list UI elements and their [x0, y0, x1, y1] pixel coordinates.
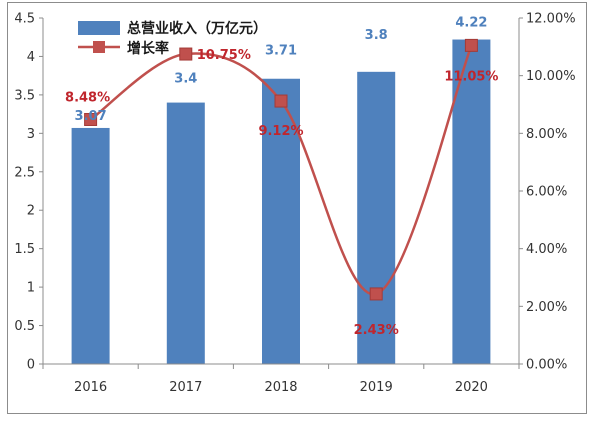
growth-rate-line: [89, 44, 473, 296]
left-tick-label: 1.5: [14, 242, 35, 257]
bar-value-label: 3.8: [365, 28, 388, 43]
bar-value-label: 3.71: [265, 44, 297, 59]
legend-swatch-revenue: [78, 21, 120, 35]
bar-value-label: 3.4: [174, 72, 197, 87]
bar-2019: [357, 71, 396, 365]
left-tick-label: 2.5: [14, 165, 35, 180]
right-tick-label: 12.00%: [526, 12, 576, 27]
growth-marker-2020: [464, 38, 478, 52]
x-tick-label: 2018: [264, 380, 297, 395]
legend-label-growth: 增长率: [127, 40, 169, 57]
growth-marker-2018: [274, 94, 288, 108]
bar-value-label: 3.07: [75, 109, 107, 124]
left-tick-label: 0: [27, 358, 35, 373]
x-tick-label: 2016: [74, 380, 107, 395]
right-tick-label: 10.00%: [526, 69, 576, 84]
growth-marker-2019: [369, 287, 383, 301]
left-tick-label: 3.5: [14, 88, 35, 103]
bar-2018: [262, 78, 300, 365]
legend-marker-growth: [93, 41, 105, 53]
right-tick-label: 4.00%: [526, 242, 567, 257]
right-tick-label: 8.00%: [526, 127, 567, 142]
bar-2016: [71, 127, 110, 364]
growth-value-label: 9.12%: [258, 124, 303, 139]
legend: 总营业收入（万亿元） 增长率: [78, 20, 267, 57]
growth-marker-2016: [84, 112, 98, 126]
left-tick-label: 1: [27, 281, 35, 296]
growth-value-label: 11.05%: [444, 69, 498, 84]
legend-label-revenue: 总营业收入（万亿元）: [127, 20, 267, 37]
x-tick-label: 2017: [169, 380, 202, 395]
left-tick-label: 4.5: [14, 12, 35, 27]
x-tick-label: 2020: [455, 380, 488, 395]
bar-value-label: 4.22: [455, 16, 487, 31]
right-tick-label: 0.00%: [526, 358, 567, 373]
bar-2017: [166, 102, 205, 365]
x-tick-label: 2019: [360, 380, 393, 395]
growth-value-label: 2.43%: [354, 323, 399, 338]
right-tick-label: 2.00%: [526, 300, 567, 315]
left-tick-label: 0.5: [14, 319, 35, 334]
left-tick-label: 2: [27, 204, 35, 219]
bar-2020: [452, 39, 491, 364]
growth-value-label: 10.75%: [197, 48, 251, 63]
right-tick-label: 6.00%: [526, 185, 567, 200]
left-tick-label: 4: [27, 50, 35, 65]
growth-marker-2017: [179, 47, 193, 61]
left-tick-label: 3: [27, 127, 35, 142]
growth-value-label: 8.48%: [65, 90, 110, 105]
